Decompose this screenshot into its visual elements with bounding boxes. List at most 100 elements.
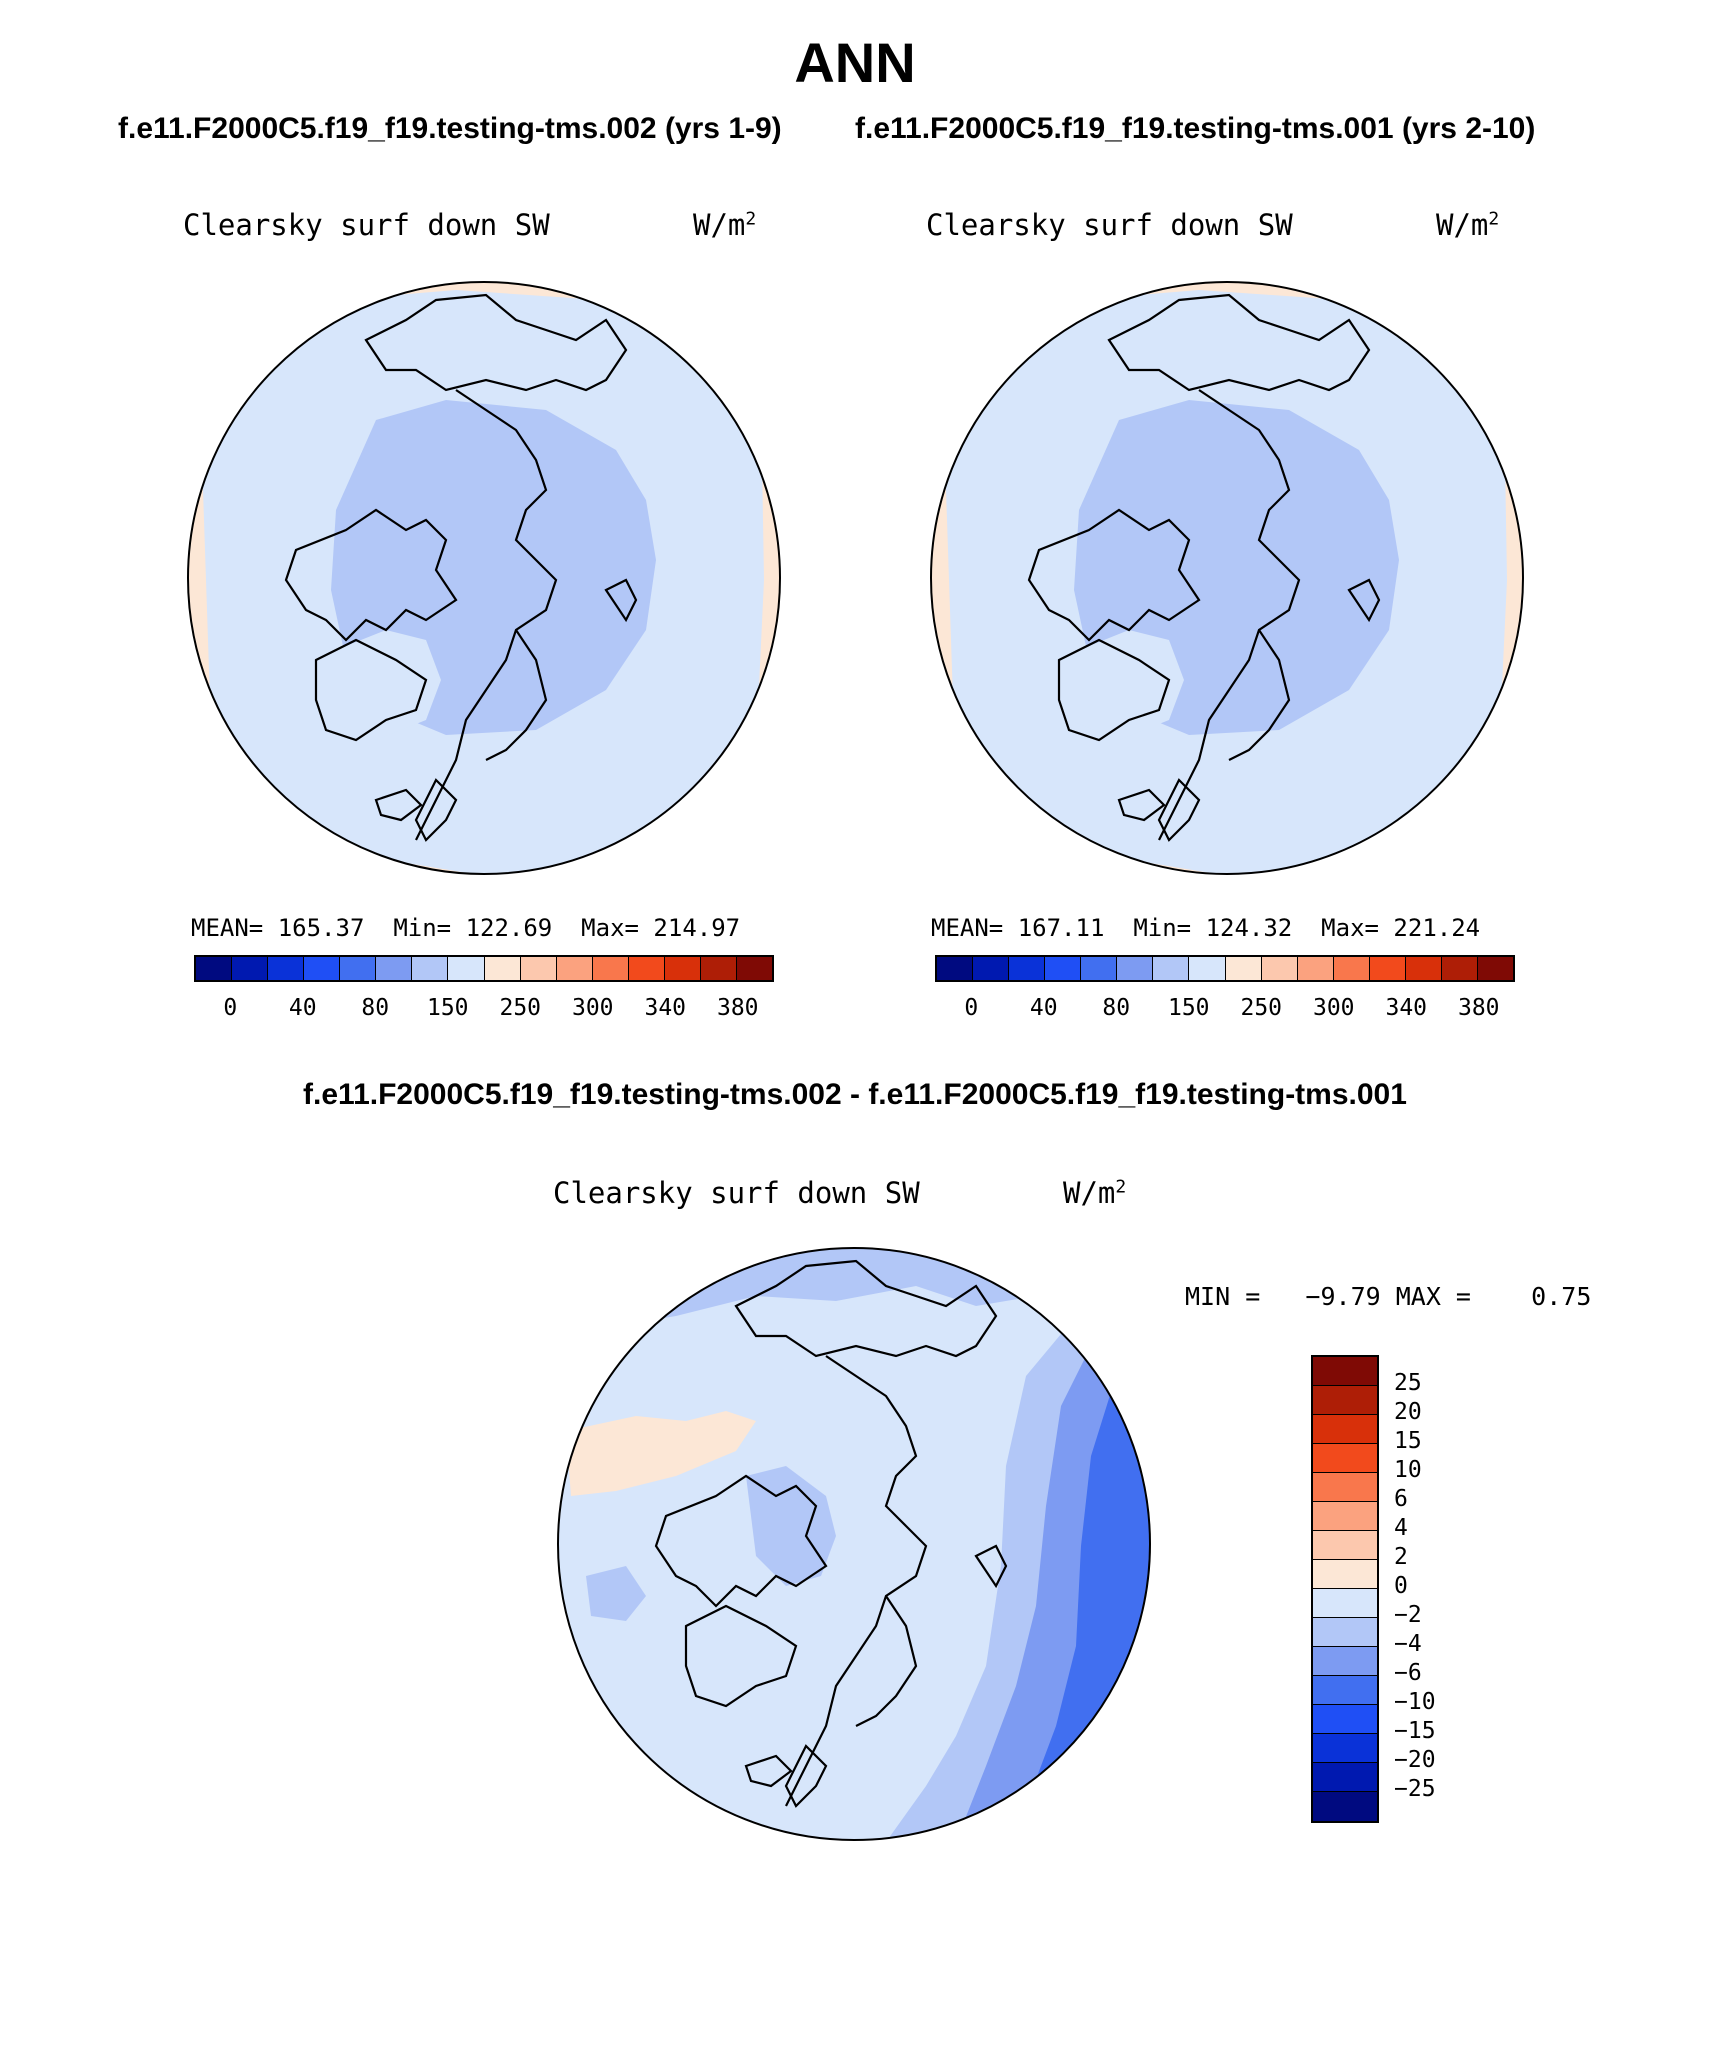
colorbar-tick-label: 0 [964, 995, 979, 1021]
colorbar-swatch [1441, 957, 1478, 980]
colorbar-tick-label: −2 [1394, 1602, 1422, 1628]
colorbar-tick-label: 40 [1029, 995, 1058, 1021]
colorbar-swatch [1189, 957, 1226, 980]
right-min: 124.32 [1205, 914, 1293, 942]
diff-variable-label: Clearsky surf down SW [553, 1176, 920, 1210]
left-coastlines [284, 293, 638, 842]
colorbar-tick-label: 10 [1394, 1457, 1422, 1483]
colorbar-swatch [1313, 1473, 1377, 1502]
colorbar-swatch [1313, 1502, 1377, 1531]
colorbar-tick-label: 300 [571, 995, 614, 1021]
colorbar-swatch [304, 957, 341, 980]
colorbar-swatch [1313, 1357, 1377, 1386]
colorbar-swatch [1261, 957, 1298, 980]
diff-polar-map [557, 1247, 1151, 1841]
colorbar-swatch [1313, 1589, 1377, 1618]
colorbar-swatch [1297, 957, 1334, 980]
diff-title: f.e11.F2000C5.f19_f19.testing-tms.002 - … [303, 1078, 1407, 1111]
left-units-label: W/m2 [693, 208, 757, 242]
left-colorbar-ticks: 0 40 80 150 250 300 340 380 [194, 995, 774, 1025]
colorbar-swatch [1081, 957, 1118, 980]
colorbar-tick-label: 380 [1457, 995, 1500, 1021]
colorbar-swatch [664, 957, 701, 980]
diff-minmax: MIN = −9.79 MAX = 0.75 [1185, 1282, 1592, 1311]
colorbar-swatch [376, 957, 413, 980]
colorbar-tick-label: 380 [716, 995, 759, 1021]
case2-title: f.e11.F2000C5.f19_f19.testing-tms.001 (y… [855, 112, 1536, 145]
colorbar-tick-label: 4 [1394, 1515, 1408, 1541]
colorbar-swatch [1313, 1531, 1377, 1560]
colorbar-swatch [628, 957, 665, 980]
right-mean: 167.11 [1017, 914, 1105, 942]
left-variable-label: Clearsky surf down SW [183, 208, 550, 242]
right-units-label: W/m2 [1436, 208, 1500, 242]
right-colorbar [935, 955, 1515, 982]
colorbar-swatch [1313, 1415, 1377, 1444]
colorbar-tick-label: 0 [1394, 1573, 1408, 1599]
colorbar-tick-label: 300 [1312, 995, 1355, 1021]
right-variable-label: Clearsky surf down SW [926, 208, 1293, 242]
colorbar-swatch [484, 957, 521, 980]
diff-coastlines [654, 1259, 1008, 1808]
colorbar-tick-label: −15 [1394, 1718, 1436, 1744]
colorbar-swatch [340, 957, 377, 980]
case1-title: f.e11.F2000C5.f19_f19.testing-tms.002 (y… [118, 112, 782, 145]
right-polar-map [930, 281, 1524, 875]
colorbar-swatch [1369, 957, 1406, 980]
right-max: 221.24 [1393, 914, 1481, 942]
colorbar-tick-label: 150 [1167, 995, 1210, 1021]
colorbar-swatch [268, 957, 305, 980]
colorbar-swatch [1405, 957, 1442, 980]
colorbar-tick-label: −10 [1394, 1689, 1436, 1715]
colorbar-tick-label: 80 [1102, 995, 1131, 1021]
colorbar-swatch [1313, 1705, 1377, 1734]
right-stats: MEAN= 167.11 Min= 124.32 Max= 221.24 [931, 914, 1481, 942]
colorbar-swatch [448, 957, 485, 980]
colorbar-swatch [1225, 957, 1262, 980]
colorbar-swatch [1477, 957, 1513, 980]
colorbar-swatch [1313, 1763, 1377, 1792]
diff-colorbar-ticks: 25 20 15 10 6 4 2 0 −2 −4 −6 −10 −15 −20 −25 [1394, 1355, 1454, 1825]
colorbar-tick-label: 25 [1394, 1370, 1422, 1396]
colorbar-tick-label: 340 [644, 995, 687, 1021]
colorbar-swatch [1313, 1560, 1377, 1589]
colorbar-swatch [1333, 957, 1370, 980]
diff-west-cool [586, 1566, 646, 1621]
colorbar-swatch [520, 957, 557, 980]
left-polar-map [187, 281, 781, 875]
colorbar-tick-label: 0 [223, 995, 238, 1021]
figure-title: ANN [794, 31, 916, 94]
colorbar-swatch [556, 957, 593, 980]
left-colorbar [194, 955, 774, 982]
right-colorbar-ticks: 0 40 80 150 250 300 340 380 [935, 995, 1515, 1025]
colorbar-tick-label: 250 [1240, 995, 1283, 1021]
colorbar-swatch [1009, 957, 1046, 980]
diff-colorbar [1311, 1355, 1379, 1823]
colorbar-swatch [196, 957, 233, 980]
colorbar-swatch [1313, 1676, 1377, 1705]
colorbar-swatch [1117, 957, 1154, 980]
colorbar-swatch [1313, 1647, 1377, 1676]
diff-central-cool [746, 1466, 836, 1586]
left-max: 214.97 [653, 914, 741, 942]
colorbar-tick-label: 15 [1394, 1428, 1422, 1454]
colorbar-swatch [1313, 1444, 1377, 1473]
colorbar-tick-label: 150 [426, 995, 469, 1021]
colorbar-tick-label: 6 [1394, 1486, 1408, 1512]
colorbar-swatch [1313, 1618, 1377, 1647]
colorbar-tick-label: 250 [499, 995, 542, 1021]
colorbar-swatch [1045, 957, 1082, 980]
diff-warm-patch [566, 1411, 756, 1496]
colorbar-swatch [736, 957, 772, 980]
colorbar-tick-label: −25 [1394, 1776, 1436, 1802]
right-coastlines [1027, 293, 1381, 842]
colorbar-swatch [1313, 1792, 1377, 1821]
colorbar-tick-label: 20 [1394, 1399, 1422, 1425]
diff-units-label: W/m2 [1063, 1176, 1127, 1210]
colorbar-tick-label: −20 [1394, 1747, 1436, 1773]
colorbar-swatch [1313, 1386, 1377, 1415]
colorbar-tick-label: 40 [288, 995, 317, 1021]
colorbar-tick-label: −6 [1394, 1660, 1422, 1686]
colorbar-tick-label: −4 [1394, 1631, 1422, 1657]
left-mean: 165.37 [277, 914, 365, 942]
